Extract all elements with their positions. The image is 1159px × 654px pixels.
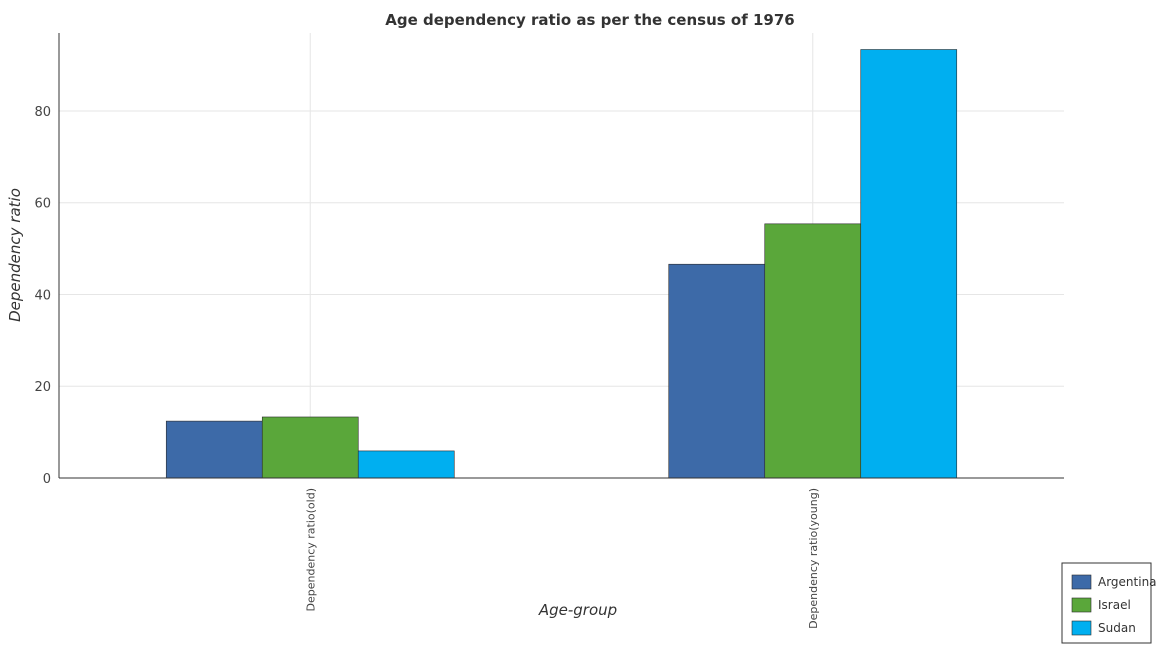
y-tick-label: 60 xyxy=(34,197,51,212)
y-tick-label: 80 xyxy=(34,105,51,120)
legend-label-israel: Israel xyxy=(1098,598,1131,612)
x-tick-label: Dependency ratio(old) xyxy=(304,488,317,611)
y-tick-label: 0 xyxy=(43,472,51,487)
legend-label-argentina: Argentina xyxy=(1098,575,1157,589)
axes-layer: 0 20 40 60 80 Dependency ratio(old) Dependency… xyxy=(34,33,1064,629)
bar-israel-0 xyxy=(261,416,359,479)
bar-sudan-0 xyxy=(357,450,455,479)
bar-argentina-0 xyxy=(165,420,263,479)
legend-swatch-argentina xyxy=(1071,574,1092,590)
x-tick-label: Dependency ratio(young) xyxy=(807,488,820,629)
bar-israel-1 xyxy=(764,223,862,479)
y-axis-label: Dependency ratio xyxy=(6,188,24,322)
legend-swatch-israel xyxy=(1071,597,1092,613)
bars-layer xyxy=(165,49,958,479)
bar-argentina-1 xyxy=(668,263,766,479)
legend-label-sudan: Sudan xyxy=(1098,621,1136,635)
legend-swatch-sudan xyxy=(1071,620,1092,636)
y-tick-label: 40 xyxy=(34,288,51,303)
bar-sudan-1 xyxy=(860,49,958,479)
chart-title: Age dependency ratio as per the census o… xyxy=(385,11,794,29)
y-tick-label: 20 xyxy=(34,380,51,395)
x-axis-label: Age-group xyxy=(538,601,617,619)
legend: Argentina Israel Sudan xyxy=(1061,562,1157,644)
